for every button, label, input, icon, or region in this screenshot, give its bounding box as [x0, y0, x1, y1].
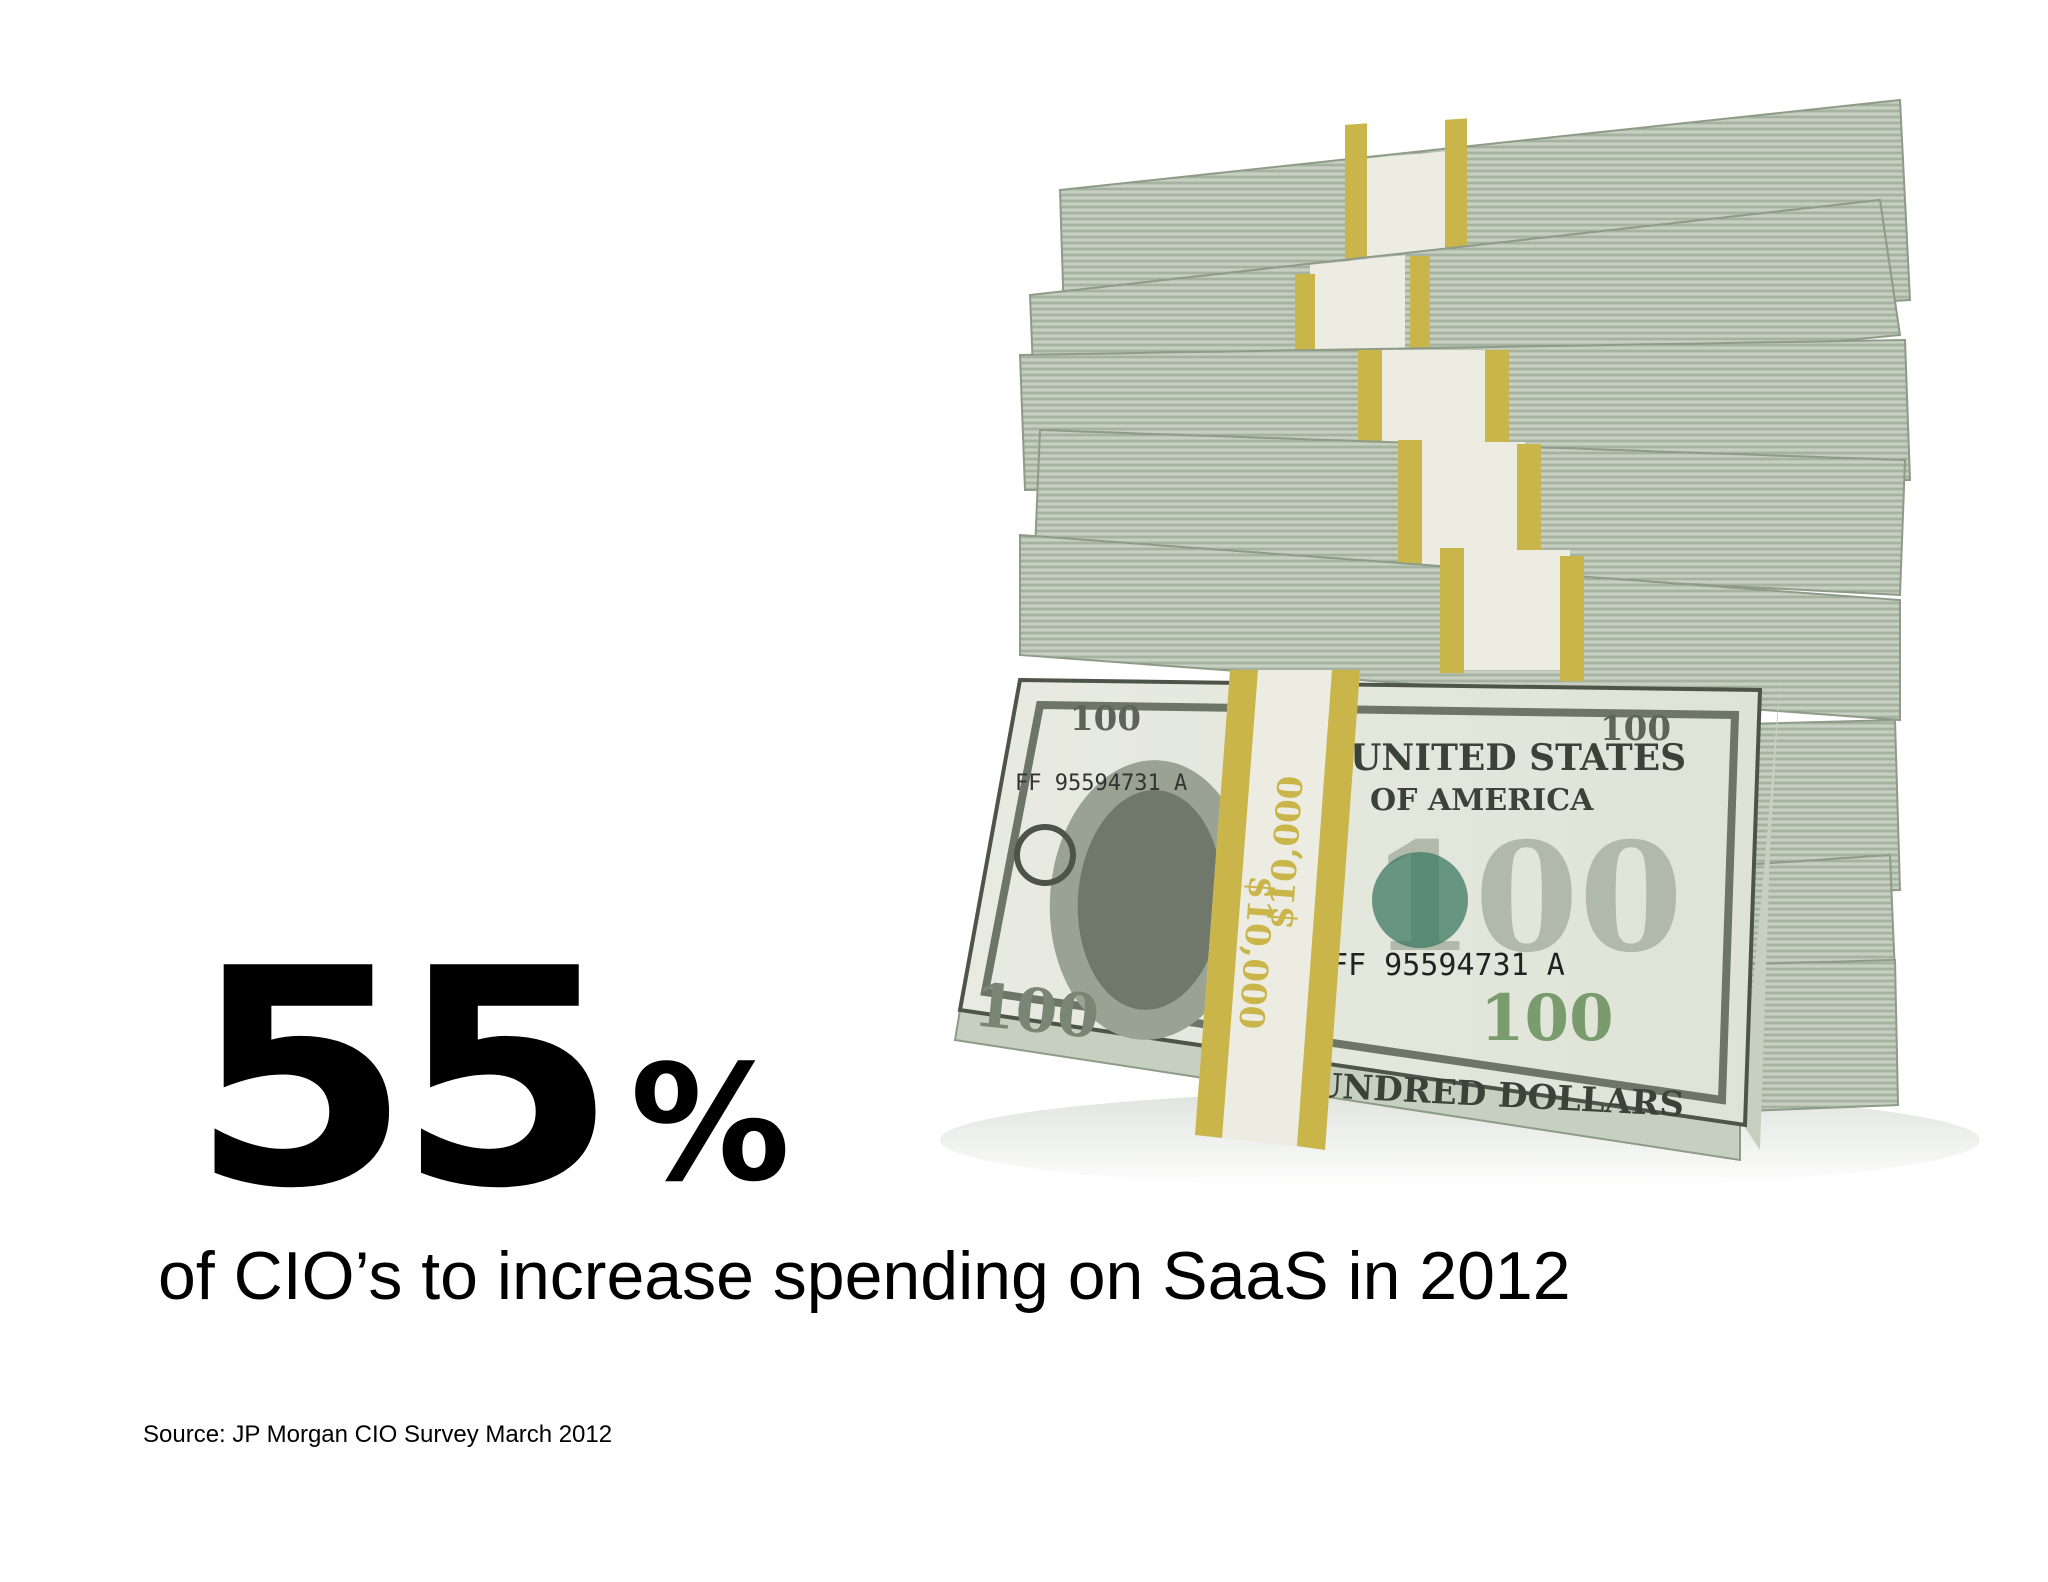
- svg-text:OF AMERICA: OF AMERICA: [1370, 783, 1594, 818]
- svg-text:100: 100: [970, 970, 1102, 1053]
- stat-number: 55: [190, 905, 618, 1254]
- svg-text:UNITED STATES: UNITED STATES: [1350, 737, 1686, 779]
- svg-text:FF 95594731 A: FF 95594731 A: [1330, 948, 1565, 983]
- svg-text:100: 100: [1480, 981, 1614, 1056]
- svg-text:100: 100: [1600, 709, 1671, 749]
- stat-percent-sign: %: [630, 1030, 790, 1217]
- front-bundle: 100 UNITED STATES OF AMERICA FF 95594731…: [953, 670, 1780, 1162]
- svg-text:100: 100: [1070, 699, 1141, 739]
- stat-figure: 55 %: [190, 930, 790, 1230]
- svg-text:FF 95594731 A: FF 95594731 A: [1015, 771, 1187, 796]
- source-note: Source: JP Morgan CIO Survey March 2012: [143, 1421, 613, 1448]
- stat-caption: of CIO’s to increase spending on SaaS in…: [158, 1238, 1571, 1314]
- money-stack-image: 100 UNITED STATES OF AMERICA FF 95594731…: [900, 80, 2000, 1230]
